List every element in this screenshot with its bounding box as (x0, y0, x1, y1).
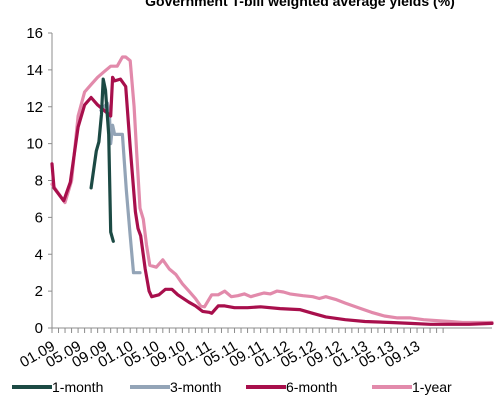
chart-title: Government T-bill weighted average yield… (145, 0, 455, 9)
legend: 1-month 3-month 6-month 1-year (12, 379, 452, 395)
series-layer (50, 55, 494, 326)
y-tick-label: 8 (35, 173, 43, 190)
legend-label-1-month: 1-month (52, 379, 103, 395)
y-tick-label: 6 (35, 209, 43, 226)
x-axis: 01.0905.0909.0901.1005.1009.1001.1105.11… (17, 327, 492, 371)
y-tick-label: 10 (26, 136, 43, 153)
y-tick-label: 14 (26, 62, 43, 79)
legend-label-3-month: 3-month (170, 379, 221, 395)
legend-label-1-year: 1-year (412, 379, 452, 395)
series-line-1-month (89, 77, 115, 243)
series-line-1-year (50, 55, 494, 325)
y-tick-label: 12 (26, 99, 43, 116)
legend-label-6-month: 6-month (286, 379, 337, 395)
y-axis: 0 2 4 6 8 10 12 14 16 (26, 25, 53, 337)
y-tick-label: 0 (35, 320, 43, 337)
series-line-6-month (50, 75, 494, 326)
y-tick-label: 16 (26, 25, 43, 42)
y-tick-label: 4 (35, 246, 43, 263)
y-tick-label: 2 (35, 283, 43, 300)
